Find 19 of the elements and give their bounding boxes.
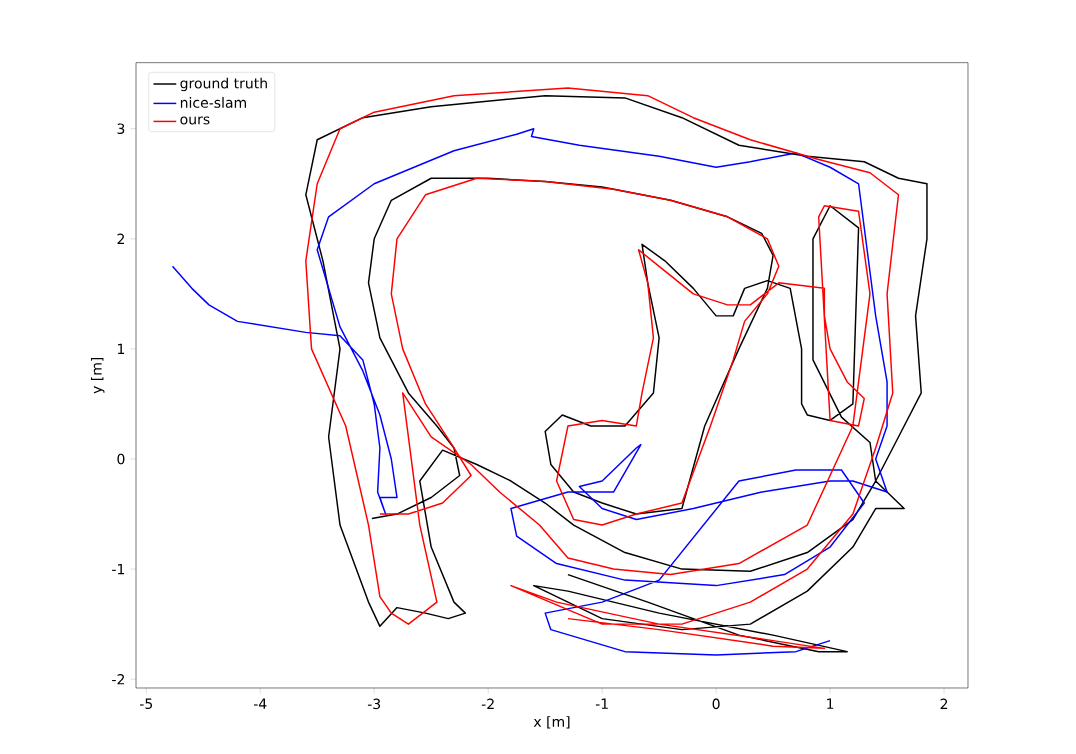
x-tick-label: -3 bbox=[367, 698, 381, 710]
x-axis-title: x [m] bbox=[533, 716, 570, 729]
y-tick-label: 1 bbox=[118, 343, 125, 355]
y-tick-label: 0 bbox=[117, 453, 125, 465]
x-tick-label: 2 bbox=[940, 698, 948, 709]
y-tick-label: -1 bbox=[112, 563, 125, 575]
y-axis-title: y [m] bbox=[90, 357, 105, 394]
legend-label: ground truth bbox=[180, 77, 267, 92]
x-tick-label: 0 bbox=[712, 698, 720, 710]
legend-label: nice-slam bbox=[180, 97, 246, 108]
x-tick-label: 1 bbox=[827, 698, 834, 709]
x-tick-label: -2 bbox=[481, 698, 494, 709]
x-tick-label: -5 bbox=[139, 698, 153, 709]
x-tick-label: -4 bbox=[253, 698, 267, 709]
x-tick-label: -1 bbox=[595, 698, 608, 709]
y-tick-label: 3 bbox=[117, 123, 125, 134]
y-tick-label: 2 bbox=[117, 233, 124, 245]
y-tick-label: -2 bbox=[112, 673, 124, 685]
legend-label: ours bbox=[180, 116, 210, 125]
